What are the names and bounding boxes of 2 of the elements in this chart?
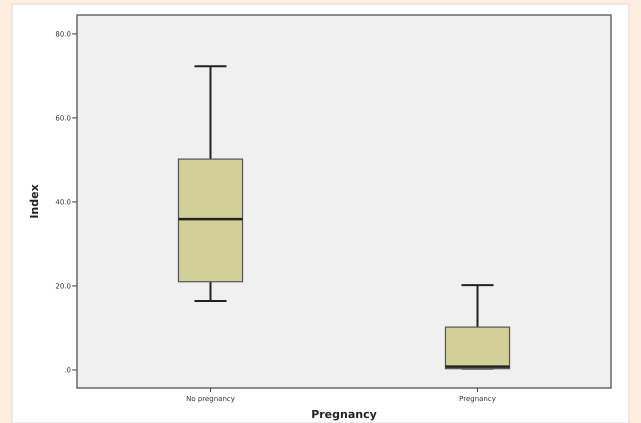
y-axis-title: Index: [28, 184, 41, 219]
x-axis-title: Pregnancy: [311, 408, 377, 421]
